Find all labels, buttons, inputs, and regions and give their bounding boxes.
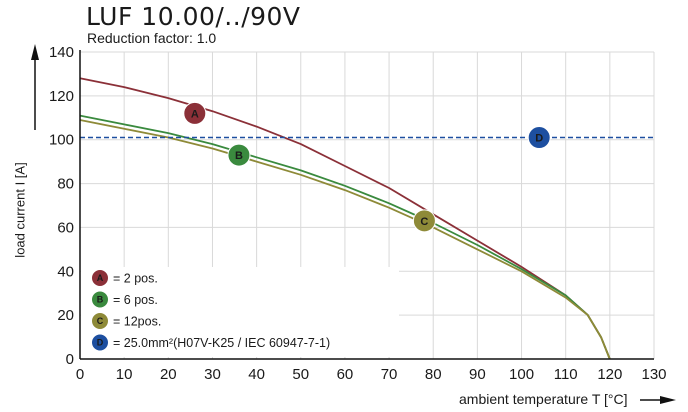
- chart-marker-a: A: [183, 101, 207, 125]
- legend-marker-b-letter: B: [97, 295, 104, 305]
- legend-marker-c-circle: [91, 312, 109, 330]
- x-axis-label: ambient temperature T [°C]: [459, 391, 628, 407]
- chart-title: LUF 10.00/../90V: [86, 2, 301, 31]
- series-lines: [79, 77, 654, 360]
- chart-marker-c-letter: C: [420, 216, 428, 228]
- tick-labels: 0 10 20 30 40 50 60 70 80 90 100 110 120 130 0 20 40 60 80…: [49, 44, 667, 383]
- y-tick-label: 40: [57, 263, 74, 280]
- y-tick-label: 0: [66, 351, 74, 368]
- legend-marker-d-circle: [91, 333, 109, 352]
- y-axis-arrow-icon: [31, 44, 39, 60]
- x-tick-label: 100: [509, 366, 534, 383]
- x-tick-label: 0: [76, 366, 84, 383]
- legend-marker-a-circle: [91, 269, 109, 287]
- x-tick-label: 30: [204, 366, 221, 383]
- series-line-c: [79, 119, 611, 360]
- y-tick-label: 100: [49, 132, 74, 149]
- chart-marker-b-circle: [227, 143, 251, 167]
- chart-marker-b-letter: B: [235, 150, 243, 162]
- chart-marker-a-letter: A: [191, 108, 199, 120]
- y-tick-label: 140: [49, 44, 74, 61]
- y-tick-label: 60: [57, 219, 74, 236]
- x-tick-label: 70: [381, 366, 398, 383]
- chart-marker-d-letter: D: [535, 132, 543, 144]
- legend-background: [81, 267, 399, 357]
- x-tick-label: 40: [248, 366, 265, 383]
- legend-marker-a: A: [91, 269, 109, 287]
- x-tick-label: 120: [597, 366, 622, 383]
- legend-background-layer: [81, 267, 399, 357]
- x-tick-label: 10: [116, 366, 133, 383]
- legend-marker-a-letter: A: [97, 273, 104, 283]
- x-tick-label: 60: [337, 366, 354, 383]
- x-tick-label: 130: [641, 366, 666, 383]
- y-tick-label: 80: [57, 176, 74, 193]
- y-tick-label: 20: [57, 307, 74, 324]
- chart-marker-c-circle: [412, 209, 436, 233]
- legend-label-d: = 25.0mm²(H07V-K25 / IEC 60947-7-1): [113, 336, 330, 350]
- y-tick-label: 120: [49, 88, 74, 105]
- legend-marker-b-circle: [91, 290, 109, 309]
- x-tick-label: 50: [292, 366, 309, 383]
- x-tick-label: 80: [425, 366, 442, 383]
- legend-marker-d: D: [91, 333, 109, 352]
- axes: [31, 44, 676, 404]
- series-markers: A B C D: [183, 101, 551, 233]
- x-tick-label: 20: [160, 366, 177, 383]
- legend-label-b: = 6 pos.: [113, 293, 158, 307]
- chart-marker-d-circle: [527, 126, 551, 150]
- legend: A = 2 pos. B = 6 pos. C = 12pos. D = 25.0mm²(H0…: [91, 269, 330, 352]
- legend-marker-c-letter: C: [97, 316, 104, 326]
- chart-subtitle: Reduction factor: 1.0: [87, 30, 217, 46]
- chart-marker-c: C: [412, 209, 436, 233]
- legend-marker-c: C: [91, 312, 109, 330]
- chart-marker-d: D: [527, 126, 551, 150]
- legend-label-a: = 2 pos.: [113, 272, 158, 286]
- legend-marker-d-letter: D: [97, 338, 104, 348]
- chart-marker-b: B: [227, 143, 251, 167]
- x-axis-arrow-icon: [660, 396, 676, 404]
- x-tick-label: 90: [469, 366, 486, 383]
- x-tick-label: 110: [554, 366, 578, 383]
- legend-label-c: = 12pos.: [113, 315, 161, 329]
- legend-marker-b: B: [91, 290, 109, 309]
- chart-marker-a-circle: [183, 101, 207, 125]
